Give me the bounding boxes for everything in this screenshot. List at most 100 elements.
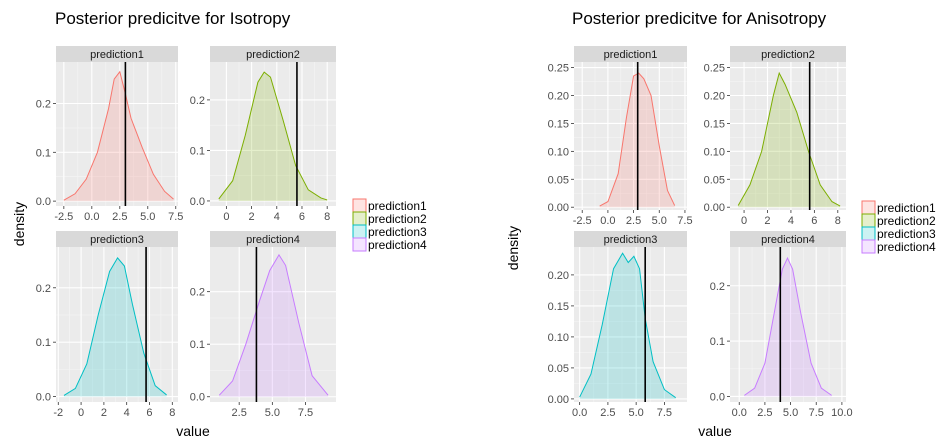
y-tick-label: 0.10 (548, 332, 569, 344)
y-tick-label: 0.2 (190, 95, 205, 107)
legend-item-prediction2: prediction2 (861, 213, 936, 228)
panel-background (574, 247, 687, 402)
x-tick-label: 2.5 (626, 215, 641, 227)
x-tick-label: 0 (741, 215, 747, 227)
legend-key-prediction1 (352, 198, 367, 213)
x-tick-label: 5.0 (140, 211, 155, 223)
density-line (218, 71, 328, 201)
legend-item-prediction2: prediction2 (352, 211, 427, 226)
legend-key-prediction1 (861, 200, 876, 215)
y-tick-label: 0.1 (36, 147, 51, 159)
legend-label-prediction3: prediction3 (877, 227, 936, 241)
x-tick-label: 5.0 (783, 407, 798, 419)
x-tick-label: 7.5 (677, 215, 692, 227)
density-area (738, 73, 841, 208)
legend-item-prediction4: prediction4 (861, 239, 936, 254)
x-tick-label: 6 (146, 407, 152, 419)
chart-title: Posterior predicitve for Anisotropy (572, 9, 827, 28)
facet-strip (574, 231, 687, 247)
x-tick-label: 4 (124, 407, 130, 419)
legend-key-prediction2 (861, 213, 876, 228)
x-tick-label: 2.5 (600, 407, 615, 419)
density-area (63, 257, 167, 397)
x-tick-label: 2.5 (757, 407, 772, 419)
y-tick-label: 0.1 (190, 339, 205, 351)
y-tick-label: 0.1 (710, 336, 725, 348)
x-tick-label: 7.5 (809, 407, 824, 419)
density-line (63, 257, 167, 396)
panel-background (210, 247, 336, 402)
y-tick-label: 0.0 (710, 391, 725, 403)
density-line (579, 252, 676, 399)
y-tick-label: 0.20 (548, 91, 569, 103)
legend-item-prediction1: prediction1 (352, 198, 427, 213)
density-line (744, 256, 832, 396)
isotropy-chart: Posterior predicitve for Isotropy densit… (11, 9, 427, 439)
x-tick-label: 5.0 (629, 407, 644, 419)
y-axis-title: density (505, 226, 521, 270)
y-tick-label: 0.25 (548, 63, 569, 75)
legend-item-prediction1: prediction1 (861, 200, 936, 215)
facet-strip-label: prediction4 (246, 234, 300, 246)
x-tick-label: 0 (78, 407, 84, 419)
facet-panel-prediction2: prediction2 0.00 0.05 0.10 0.15 0.20 0.25 0 2 4 6 8 (704, 46, 846, 227)
legend-item-prediction3: prediction3 (861, 226, 936, 241)
y-axis-title: density (11, 202, 27, 246)
y-tick-label: 0.20 (548, 270, 569, 282)
legend-label-prediction3: prediction3 (368, 225, 427, 239)
y-tick-label: 0.1 (36, 337, 51, 349)
legend-key-prediction2 (352, 211, 367, 226)
density-area (219, 254, 329, 397)
x-tick-label: -2 (53, 407, 63, 419)
x-tick-label: 8 (169, 407, 175, 419)
x-tick-label: 5.0 (652, 215, 667, 227)
anisotropy-chart: Posterior predicitve for Anisotropy dens… (505, 9, 936, 439)
facet-strip (730, 46, 846, 62)
y-tick-label: 0.0 (36, 196, 51, 208)
panel-background (56, 247, 178, 402)
x-tick-label: 7.5 (657, 407, 672, 419)
y-tick-label: 0.00 (704, 202, 725, 214)
facet-strip (56, 46, 178, 62)
y-tick-label: 0.15 (704, 118, 725, 130)
legend-label-prediction1: prediction1 (368, 199, 427, 213)
legend: prediction1 prediction2 prediction3 pred… (861, 200, 936, 254)
x-tick-label: 2 (249, 211, 255, 223)
facet-strip (56, 231, 178, 247)
x-tick-label: 0.0 (84, 211, 99, 223)
x-tick-label: 8 (324, 211, 330, 223)
facet-strip-label: prediction1 (90, 49, 144, 61)
density-area (744, 258, 832, 397)
facet-panel-prediction2: prediction2 0.0 0.1 0.2 0 2 4 6 8 (190, 46, 336, 223)
facet-strip-label: prediction3 (90, 234, 144, 246)
y-tick-label: 0.2 (710, 281, 725, 293)
chart-title: Posterior predicitve for Isotropy (55, 9, 291, 28)
legend-key-prediction3 (861, 226, 876, 241)
x-axis-title: value (176, 423, 210, 439)
y-tick-label: 0.15 (548, 301, 569, 313)
panel-background (56, 62, 178, 206)
legend-label-prediction4: prediction4 (368, 238, 427, 252)
x-tick-label: 0.0 (572, 407, 587, 419)
legend-item-prediction4: prediction4 (352, 237, 427, 252)
y-tick-label: 0.0 (36, 392, 51, 404)
x-tick-label: -2.5 (54, 211, 73, 223)
x-tick-label: 7.5 (168, 211, 183, 223)
facet-panel-prediction4: prediction4 0.0 0.1 0.2 0.0 2.5 5.0 7.5 10.0 (710, 231, 853, 419)
facet-panel-prediction4: prediction4 0.0 0.1 0.2 2.5 5.0 7.5 (190, 231, 336, 419)
legend-label-prediction2: prediction2 (877, 214, 936, 228)
density-line (599, 72, 676, 207)
x-tick-label: 8 (835, 215, 841, 227)
density-area (579, 253, 676, 399)
legend-label-prediction1: prediction1 (877, 201, 936, 215)
y-tick-label: 0.0 (190, 196, 205, 208)
y-tick-label: 0.00 (548, 394, 569, 406)
density-line (63, 70, 174, 201)
facet-strip (210, 231, 336, 247)
density-area (63, 71, 174, 202)
x-tick-label: -2.5 (573, 215, 592, 227)
y-tick-label: 0.1 (190, 145, 205, 157)
facet-strip (574, 46, 687, 62)
